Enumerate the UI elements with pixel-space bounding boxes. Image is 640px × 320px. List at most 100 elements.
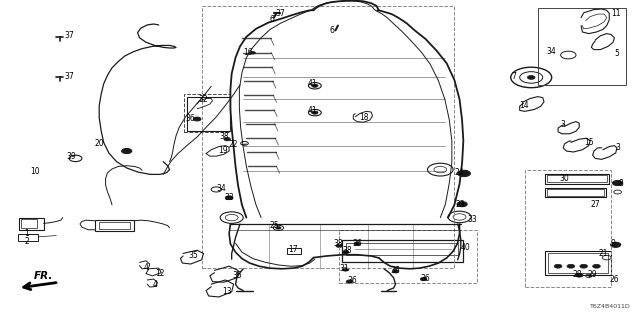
Text: 36: 36 xyxy=(352,239,362,248)
Text: 3: 3 xyxy=(561,120,566,129)
Circle shape xyxy=(567,264,575,268)
Bar xyxy=(525,170,611,287)
Bar xyxy=(339,230,477,283)
Circle shape xyxy=(612,180,623,186)
Circle shape xyxy=(458,170,470,177)
Circle shape xyxy=(354,242,360,245)
Text: 32: 32 xyxy=(198,95,209,104)
Text: 33: 33 xyxy=(224,193,234,202)
Text: 31: 31 xyxy=(339,264,349,273)
Circle shape xyxy=(193,117,201,121)
Bar xyxy=(547,175,607,182)
Circle shape xyxy=(420,277,427,281)
Text: FR.: FR. xyxy=(34,271,53,281)
Circle shape xyxy=(336,244,342,247)
Circle shape xyxy=(342,268,349,271)
Text: 30: 30 xyxy=(559,174,570,183)
Text: 4: 4 xyxy=(152,280,157,289)
Text: 38: 38 xyxy=(219,132,229,141)
Text: 36: 36 xyxy=(390,266,401,275)
Text: 27: 27 xyxy=(590,200,600,209)
Text: 38: 38 xyxy=(333,239,343,248)
Text: 21: 21 xyxy=(598,249,607,258)
Text: 29: 29 xyxy=(587,270,597,279)
Circle shape xyxy=(593,264,600,268)
Bar xyxy=(287,248,301,254)
Circle shape xyxy=(342,251,349,254)
Text: 39: 39 xyxy=(67,152,77,161)
Text: 20: 20 xyxy=(94,139,104,148)
Bar xyxy=(21,219,37,228)
Circle shape xyxy=(250,52,255,54)
Text: 41: 41 xyxy=(307,106,317,115)
Circle shape xyxy=(392,270,399,273)
Circle shape xyxy=(611,242,621,247)
Bar xyxy=(548,253,608,273)
Text: 12: 12 xyxy=(156,269,164,278)
Text: 2: 2 xyxy=(24,237,29,246)
Bar xyxy=(538,8,626,85)
Circle shape xyxy=(580,264,588,268)
Bar xyxy=(547,189,604,196)
Text: 16: 16 xyxy=(243,48,253,57)
Circle shape xyxy=(312,84,318,87)
Text: 7: 7 xyxy=(511,72,516,81)
Circle shape xyxy=(225,196,233,200)
Text: 3: 3 xyxy=(615,143,620,152)
Text: 23: 23 xyxy=(456,200,466,209)
Text: 41: 41 xyxy=(307,79,317,88)
Text: 8: 8 xyxy=(618,179,623,188)
Text: 6: 6 xyxy=(269,15,275,24)
Text: 13: 13 xyxy=(222,287,232,296)
Circle shape xyxy=(554,264,562,268)
Text: 1: 1 xyxy=(24,229,29,238)
Text: T6Z4B4011D: T6Z4B4011D xyxy=(589,304,630,309)
Bar xyxy=(545,188,606,197)
Text: 19: 19 xyxy=(218,146,228,155)
Text: 37: 37 xyxy=(64,72,74,81)
Text: 36: 36 xyxy=(186,114,196,123)
Bar xyxy=(99,222,130,229)
Circle shape xyxy=(312,111,318,114)
Text: 6: 6 xyxy=(330,26,335,35)
Bar xyxy=(95,220,134,231)
Text: 25: 25 xyxy=(269,221,279,230)
Text: 14: 14 xyxy=(518,101,529,110)
Text: 35: 35 xyxy=(232,271,242,280)
Text: 36: 36 xyxy=(420,274,431,283)
Bar xyxy=(342,240,463,262)
Bar xyxy=(202,6,454,268)
Text: 40: 40 xyxy=(461,243,471,252)
Text: 24: 24 xyxy=(454,168,465,177)
Bar xyxy=(187,97,230,131)
Bar xyxy=(18,234,38,241)
Text: 37: 37 xyxy=(275,9,285,18)
Text: 11: 11 xyxy=(612,9,621,18)
Text: 35: 35 xyxy=(188,252,198,260)
Circle shape xyxy=(457,202,467,207)
Bar xyxy=(184,94,230,132)
Text: 26: 26 xyxy=(609,275,620,284)
Text: 15: 15 xyxy=(584,138,594,147)
Text: 33: 33 xyxy=(467,215,477,224)
Circle shape xyxy=(276,227,281,229)
Text: 17: 17 xyxy=(288,245,298,254)
Text: 34: 34 xyxy=(216,184,226,193)
Bar xyxy=(19,218,44,230)
Text: 18: 18 xyxy=(359,113,368,122)
Text: 4: 4 xyxy=(143,263,148,272)
Circle shape xyxy=(346,280,353,283)
Text: 10: 10 xyxy=(30,167,40,176)
Bar xyxy=(545,174,609,184)
Text: 22: 22 xyxy=(229,140,238,149)
Bar xyxy=(545,251,611,275)
Text: 38: 38 xyxy=(342,246,352,255)
Circle shape xyxy=(575,273,583,277)
Text: 37: 37 xyxy=(64,31,74,40)
Bar xyxy=(346,243,458,255)
Text: 5: 5 xyxy=(614,49,619,58)
Text: 36: 36 xyxy=(347,276,357,285)
Circle shape xyxy=(224,138,230,141)
Circle shape xyxy=(527,76,535,79)
Text: 9: 9 xyxy=(611,239,616,248)
